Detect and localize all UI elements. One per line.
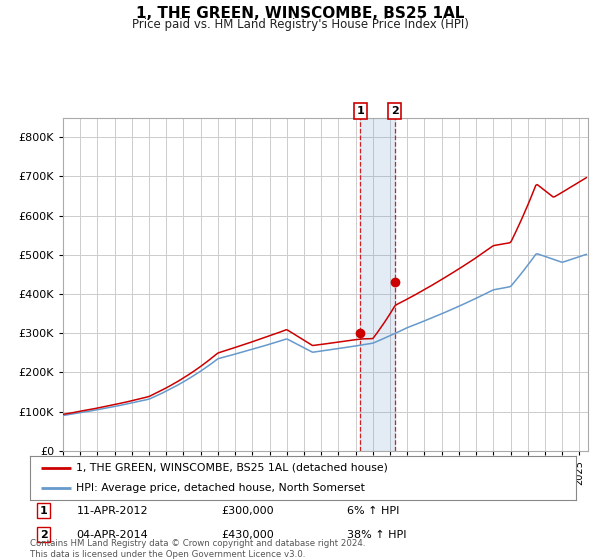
Text: 1: 1 [40, 506, 47, 516]
Text: 2: 2 [391, 106, 398, 116]
Text: 6% ↑ HPI: 6% ↑ HPI [347, 506, 399, 516]
Text: £430,000: £430,000 [221, 530, 274, 540]
Text: £300,000: £300,000 [221, 506, 274, 516]
Text: 1, THE GREEN, WINSCOMBE, BS25 1AL (detached house): 1, THE GREEN, WINSCOMBE, BS25 1AL (detac… [76, 463, 388, 473]
Text: Price paid vs. HM Land Registry's House Price Index (HPI): Price paid vs. HM Land Registry's House … [131, 18, 469, 31]
Text: 1: 1 [356, 106, 364, 116]
Text: 1, THE GREEN, WINSCOMBE, BS25 1AL: 1, THE GREEN, WINSCOMBE, BS25 1AL [136, 6, 464, 21]
Text: 2: 2 [40, 530, 47, 540]
Text: 11-APR-2012: 11-APR-2012 [76, 506, 148, 516]
Text: HPI: Average price, detached house, North Somerset: HPI: Average price, detached house, Nort… [76, 483, 365, 493]
Bar [361, 118, 395, 451]
Text: Contains HM Land Registry data © Crown copyright and database right 2024.
This d: Contains HM Land Registry data © Crown c… [30, 539, 365, 559]
Text: 38% ↑ HPI: 38% ↑ HPI [347, 530, 406, 540]
Text: 04-APR-2014: 04-APR-2014 [76, 530, 148, 540]
